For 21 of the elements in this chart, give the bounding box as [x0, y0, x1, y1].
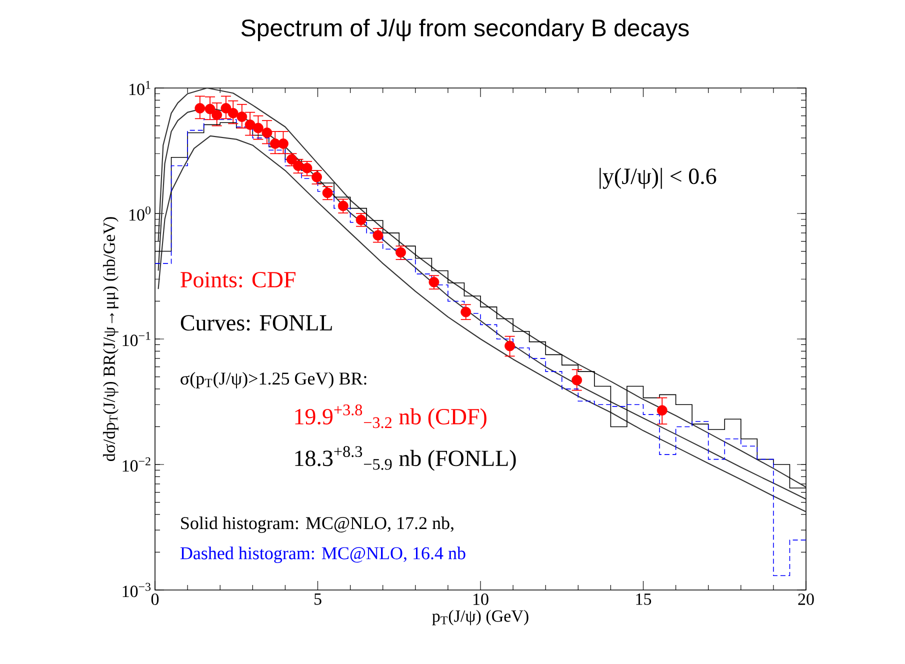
- x-tick-label: 15: [636, 594, 652, 605]
- y-axis-title: dσ/dp$_{T}$(J/ψ) BR(J/ψ→μμ) (nb/GeV): [103, 217, 118, 462]
- annotation: 19.9$^{+3.8}$$_{−3.2}$ nb (CDF): [295, 404, 486, 430]
- x-tick-label: 0: [151, 594, 159, 605]
- x-tick-label: 5: [314, 594, 322, 605]
- y-tick-label: 10$^{1}$: [130, 80, 150, 96]
- annotation: Points: CDF: [180, 272, 296, 288]
- y-tick-label: 10$^{0}$: [130, 206, 151, 221]
- y-tick-label: 10$^{−3}$: [122, 582, 151, 598]
- x-tick-label: 20: [798, 594, 814, 605]
- y-tick-label: 10$^{−1}$: [122, 332, 150, 346]
- chart-title: Spectrum of J/ψ from secondary B decays: [241, 18, 689, 42]
- y-tick-label: 10$^{−2}$: [122, 457, 150, 472]
- annotation: σ(p$_{T}$(J/ψ)>1.25 GeV) BR:: [180, 372, 366, 388]
- annotation: Dashed histogram: MC@NLO, 16.4 nb: [180, 546, 466, 564]
- annotation: Solid histogram: MC@NLO, 17.2 nb,: [181, 516, 454, 533]
- x-tick-label: 10: [473, 594, 488, 605]
- annotation: Curves: FONLL: [180, 315, 332, 331]
- x-axis-title: p$_{T}$(J/ψ) (GeV): [432, 610, 528, 626]
- annotation: |y(J/ψ)| < 0.6: [600, 168, 716, 189]
- annotation: 18.3$^{+8.3}$$_{−5.9}$ nb (FONLL): [295, 446, 516, 471]
